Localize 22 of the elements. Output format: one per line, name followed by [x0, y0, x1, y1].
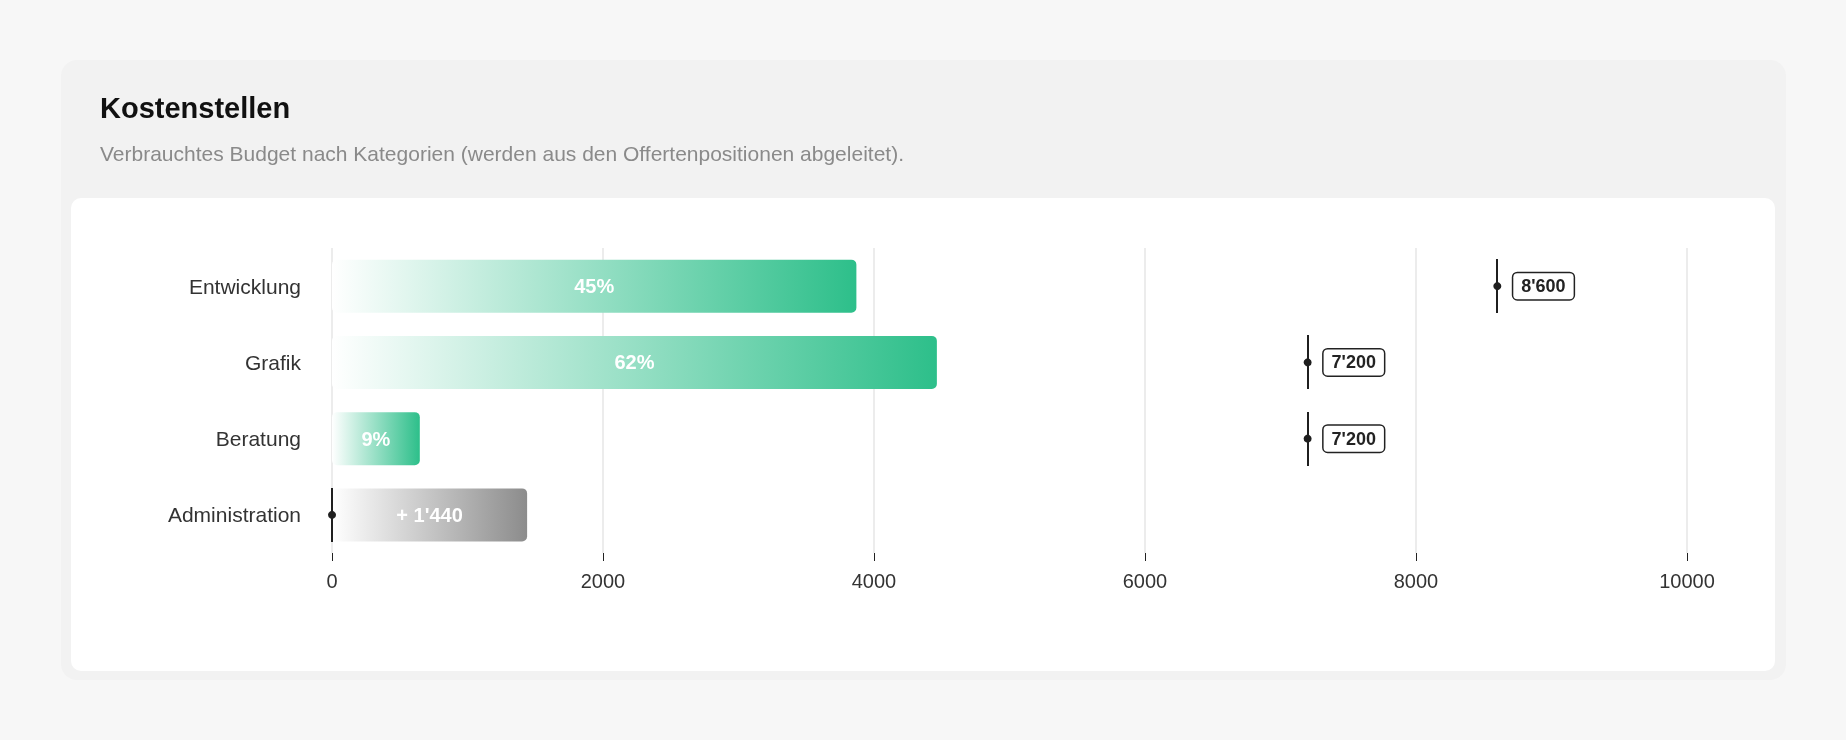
bar: [332, 412, 420, 466]
y-tick-label: Grafik: [244, 350, 302, 374]
x-tick-label: 10000: [1659, 570, 1715, 592]
x-tick-label: 6000: [1122, 570, 1168, 592]
bar: [332, 259, 857, 313]
x-tick-label: 0: [326, 570, 338, 592]
annotation: 45%: [574, 274, 615, 298]
x-tick-label: 2000: [580, 570, 626, 592]
x-tick-label: 4000: [851, 570, 897, 592]
y-tick-label: Beratung: [215, 427, 301, 451]
data-label: 8'600: [1521, 276, 1566, 297]
y-tick-label: Entwicklung: [188, 274, 301, 298]
bar: [332, 335, 937, 389]
annotation: 62%: [614, 350, 655, 374]
annotation: 9%: [361, 427, 391, 451]
y-tick-label: Administration: [167, 503, 301, 527]
data-label: + 1'440: [396, 503, 463, 526]
chart-title: Kostenstellen: [100, 92, 291, 125]
data-label: 7'200: [1331, 428, 1376, 449]
x-tick-label: 8000: [1393, 570, 1439, 592]
chart-subtitle: Verbrauchtes Budget nach Kategorien (werden aus den Offertenpositionen abgeleitet).: [100, 142, 904, 166]
data-label: 7'200: [1331, 352, 1376, 373]
